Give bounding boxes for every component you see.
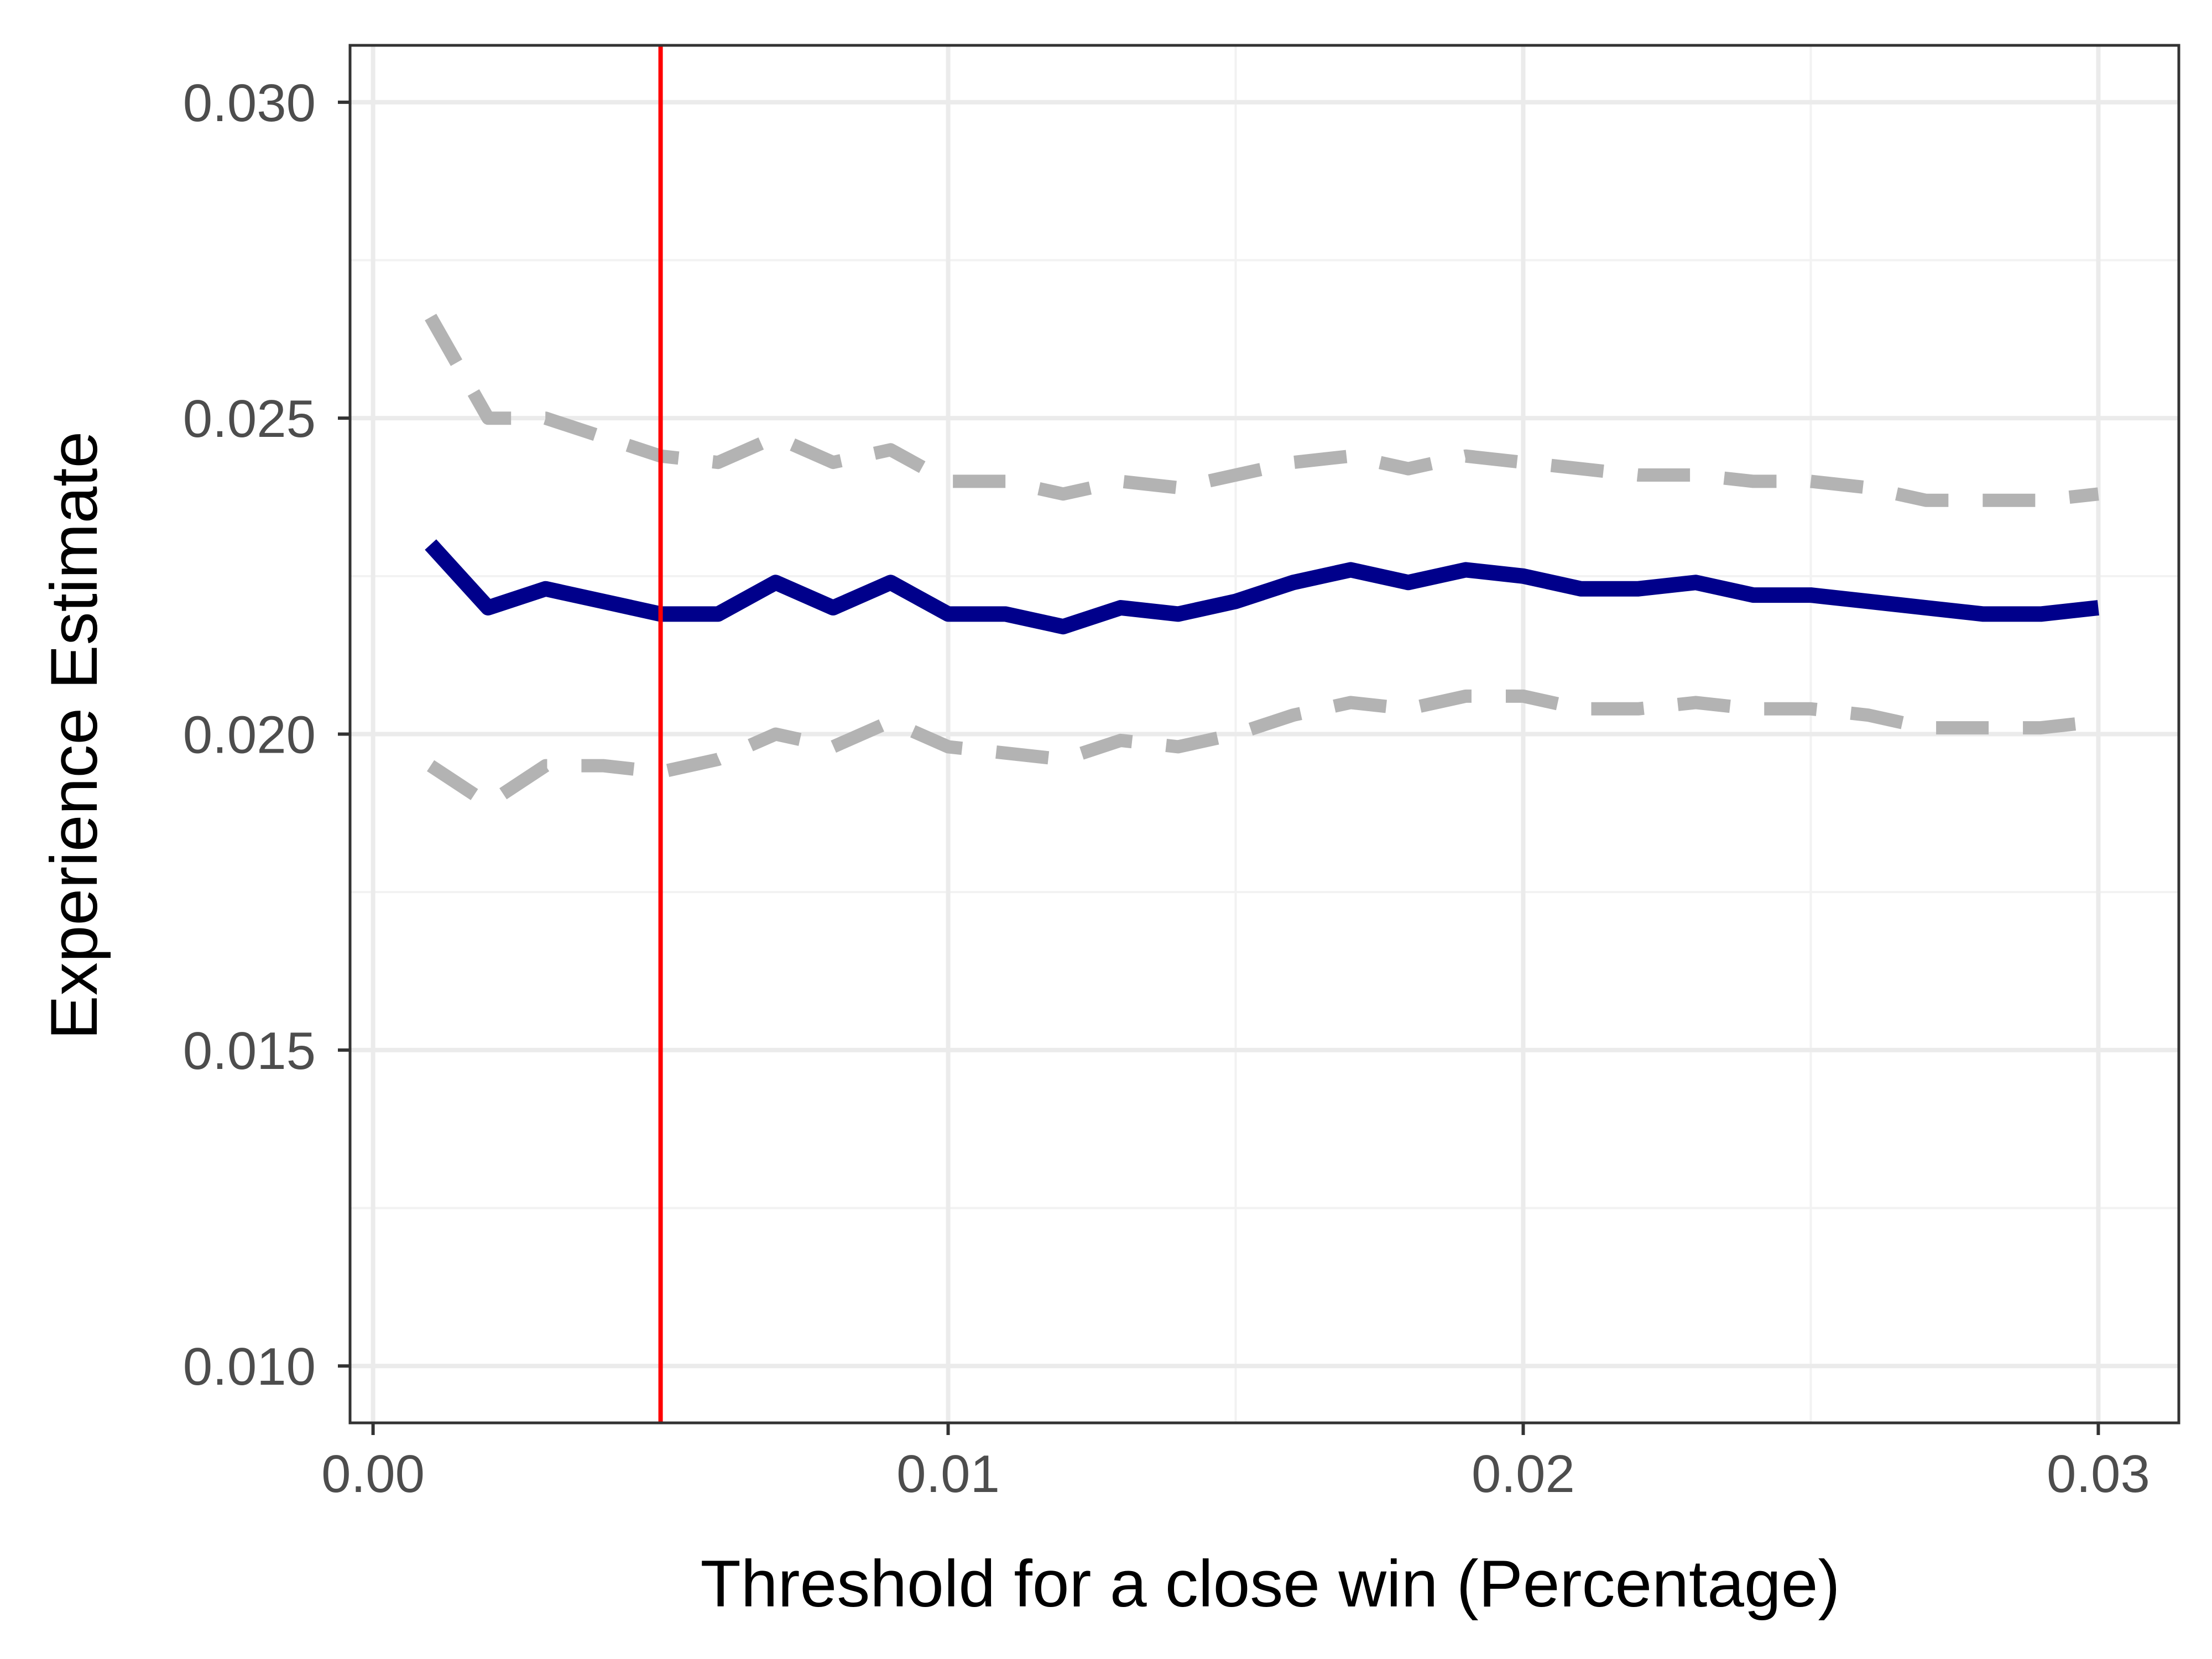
axis-ticks [338,100,2100,1435]
series-line-upper_bound [425,314,2099,507]
major-gridlines [350,45,2179,1423]
x-tick-label-2: 0.02 [1472,1444,1575,1504]
y-tick-label-3: 0.025 [183,389,316,448]
series-line-estimate [425,539,2099,635]
x-tick-label-0: 0.00 [321,1444,425,1504]
series-line-lower_bound [426,689,2099,811]
axis-tick-labels: 0.00 0.01 0.02 0.03 0.010 0.015 0.020 0.025 0.03… [183,74,2150,1504]
x-axis-title: Threshold for a close win (Percentage) [701,1547,1840,1621]
y-tick-label-4: 0.030 [183,74,316,133]
series-layer [425,314,2099,811]
y-tick-label-0: 0.010 [183,1337,316,1396]
x-tick-label-1: 0.01 [896,1444,1000,1504]
y-axis-title: Experience Estimate [37,431,111,1040]
x-tick-label-3: 0.03 [2047,1444,2150,1504]
y-tick-label-2: 0.020 [183,706,316,765]
y-tick-label-1: 0.015 [183,1021,316,1081]
minor-gridlines [350,45,2179,1423]
